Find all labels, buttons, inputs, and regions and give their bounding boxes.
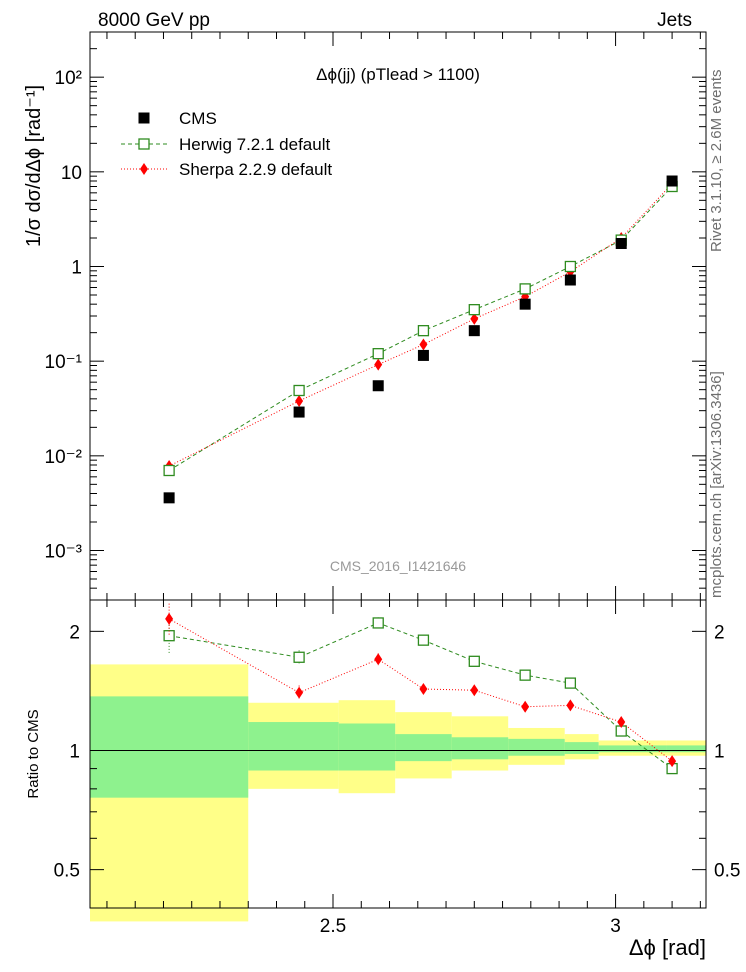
x-tick-label: 3 (610, 916, 621, 937)
data-point (419, 338, 428, 351)
ratio-frame (89, 599, 707, 909)
data-point (417, 325, 430, 337)
uncertainty-band-inner (508, 738, 565, 756)
legend-label: Sherpa 2.2.9 default (179, 160, 332, 179)
data-point (372, 380, 384, 392)
ratio-point (468, 655, 480, 667)
y-tick-label: 10² (55, 68, 82, 89)
ratio-point (470, 684, 479, 697)
series-line (168, 183, 673, 467)
ratio-point (417, 634, 430, 646)
ratio-point (566, 699, 575, 712)
data-point (470, 312, 479, 325)
uncertainty-band-inner (90, 696, 249, 798)
legend-marker (140, 163, 148, 175)
ratio-point (668, 755, 677, 768)
ratio-y-tick-label-right: 2 (714, 622, 725, 643)
y-axis-title: 1/σ dσ/dΔϕ [rad⁻¹] (23, 85, 45, 247)
y-tick-label: 10⁻¹ (45, 352, 83, 373)
ratio-y-tick-label: 0.5 (54, 861, 80, 882)
ratio-point (519, 669, 531, 681)
data-point (468, 304, 480, 316)
ratio-point (521, 700, 530, 713)
ratio-point (419, 683, 428, 696)
uncertainty-band-inner (248, 722, 339, 771)
data-point (374, 358, 383, 371)
data-point (666, 175, 678, 187)
energy-label: 8000 GeV pp (98, 10, 210, 31)
legend-label: Herwig 7.2.1 default (179, 135, 330, 154)
data-point (519, 298, 531, 310)
ratio-y-tick-label: 1 (69, 741, 80, 762)
ratio-point (564, 677, 577, 689)
uncertainty-band-inner (338, 723, 396, 771)
ratio-point (617, 716, 626, 729)
data-point (295, 394, 304, 407)
y-tick-label: 10⁻² (45, 447, 83, 468)
ratio-point (295, 686, 304, 699)
data-point (293, 406, 305, 418)
ratio-y-tick-label-right: 0.5 (714, 861, 740, 882)
legend-marker (138, 138, 150, 150)
ratio-y-axis-title: Ratio to CMS (25, 709, 42, 798)
ratio-point (293, 651, 305, 663)
ratio-point (374, 653, 383, 666)
process-label: Jets (657, 10, 692, 31)
data-point (372, 348, 384, 360)
data-point (564, 260, 577, 273)
data-point (519, 283, 531, 295)
ratio-point (165, 612, 174, 625)
uncertainty-band-inner (666, 745, 706, 753)
ratio-y-tick-label-right: 1 (714, 741, 725, 762)
uncertainty-band-inner (632, 745, 667, 753)
uncertainty-band-inner (395, 734, 452, 762)
data-point (293, 384, 305, 397)
uncertainty-band-inner (564, 742, 599, 754)
legend-label: CMS (179, 109, 217, 128)
y-tick-label: 10 (61, 163, 82, 184)
data-point (468, 325, 480, 337)
x-axis-title: Δϕ [rad] (629, 935, 706, 960)
watermark: CMS_2016_I1421646 (330, 558, 466, 574)
legend-marker (138, 112, 150, 124)
data-point (615, 237, 627, 249)
data-point (163, 492, 175, 504)
x-tick-label: 2.5 (320, 916, 346, 937)
y-tick-label: 1 (71, 258, 82, 279)
uncertainty-band-inner (598, 745, 633, 753)
ratio-point (372, 617, 384, 629)
plot-title: Δϕ(jj) (pTlead > 1100) (316, 65, 480, 84)
data-point (417, 349, 429, 361)
ratio-y-tick-label: 2 (69, 622, 80, 643)
y-tick-label: 10⁻³ (45, 542, 83, 563)
uncertainty-band-inner (451, 737, 509, 760)
ratio-line (168, 618, 673, 762)
data-point (564, 274, 576, 286)
data-point (163, 464, 175, 477)
